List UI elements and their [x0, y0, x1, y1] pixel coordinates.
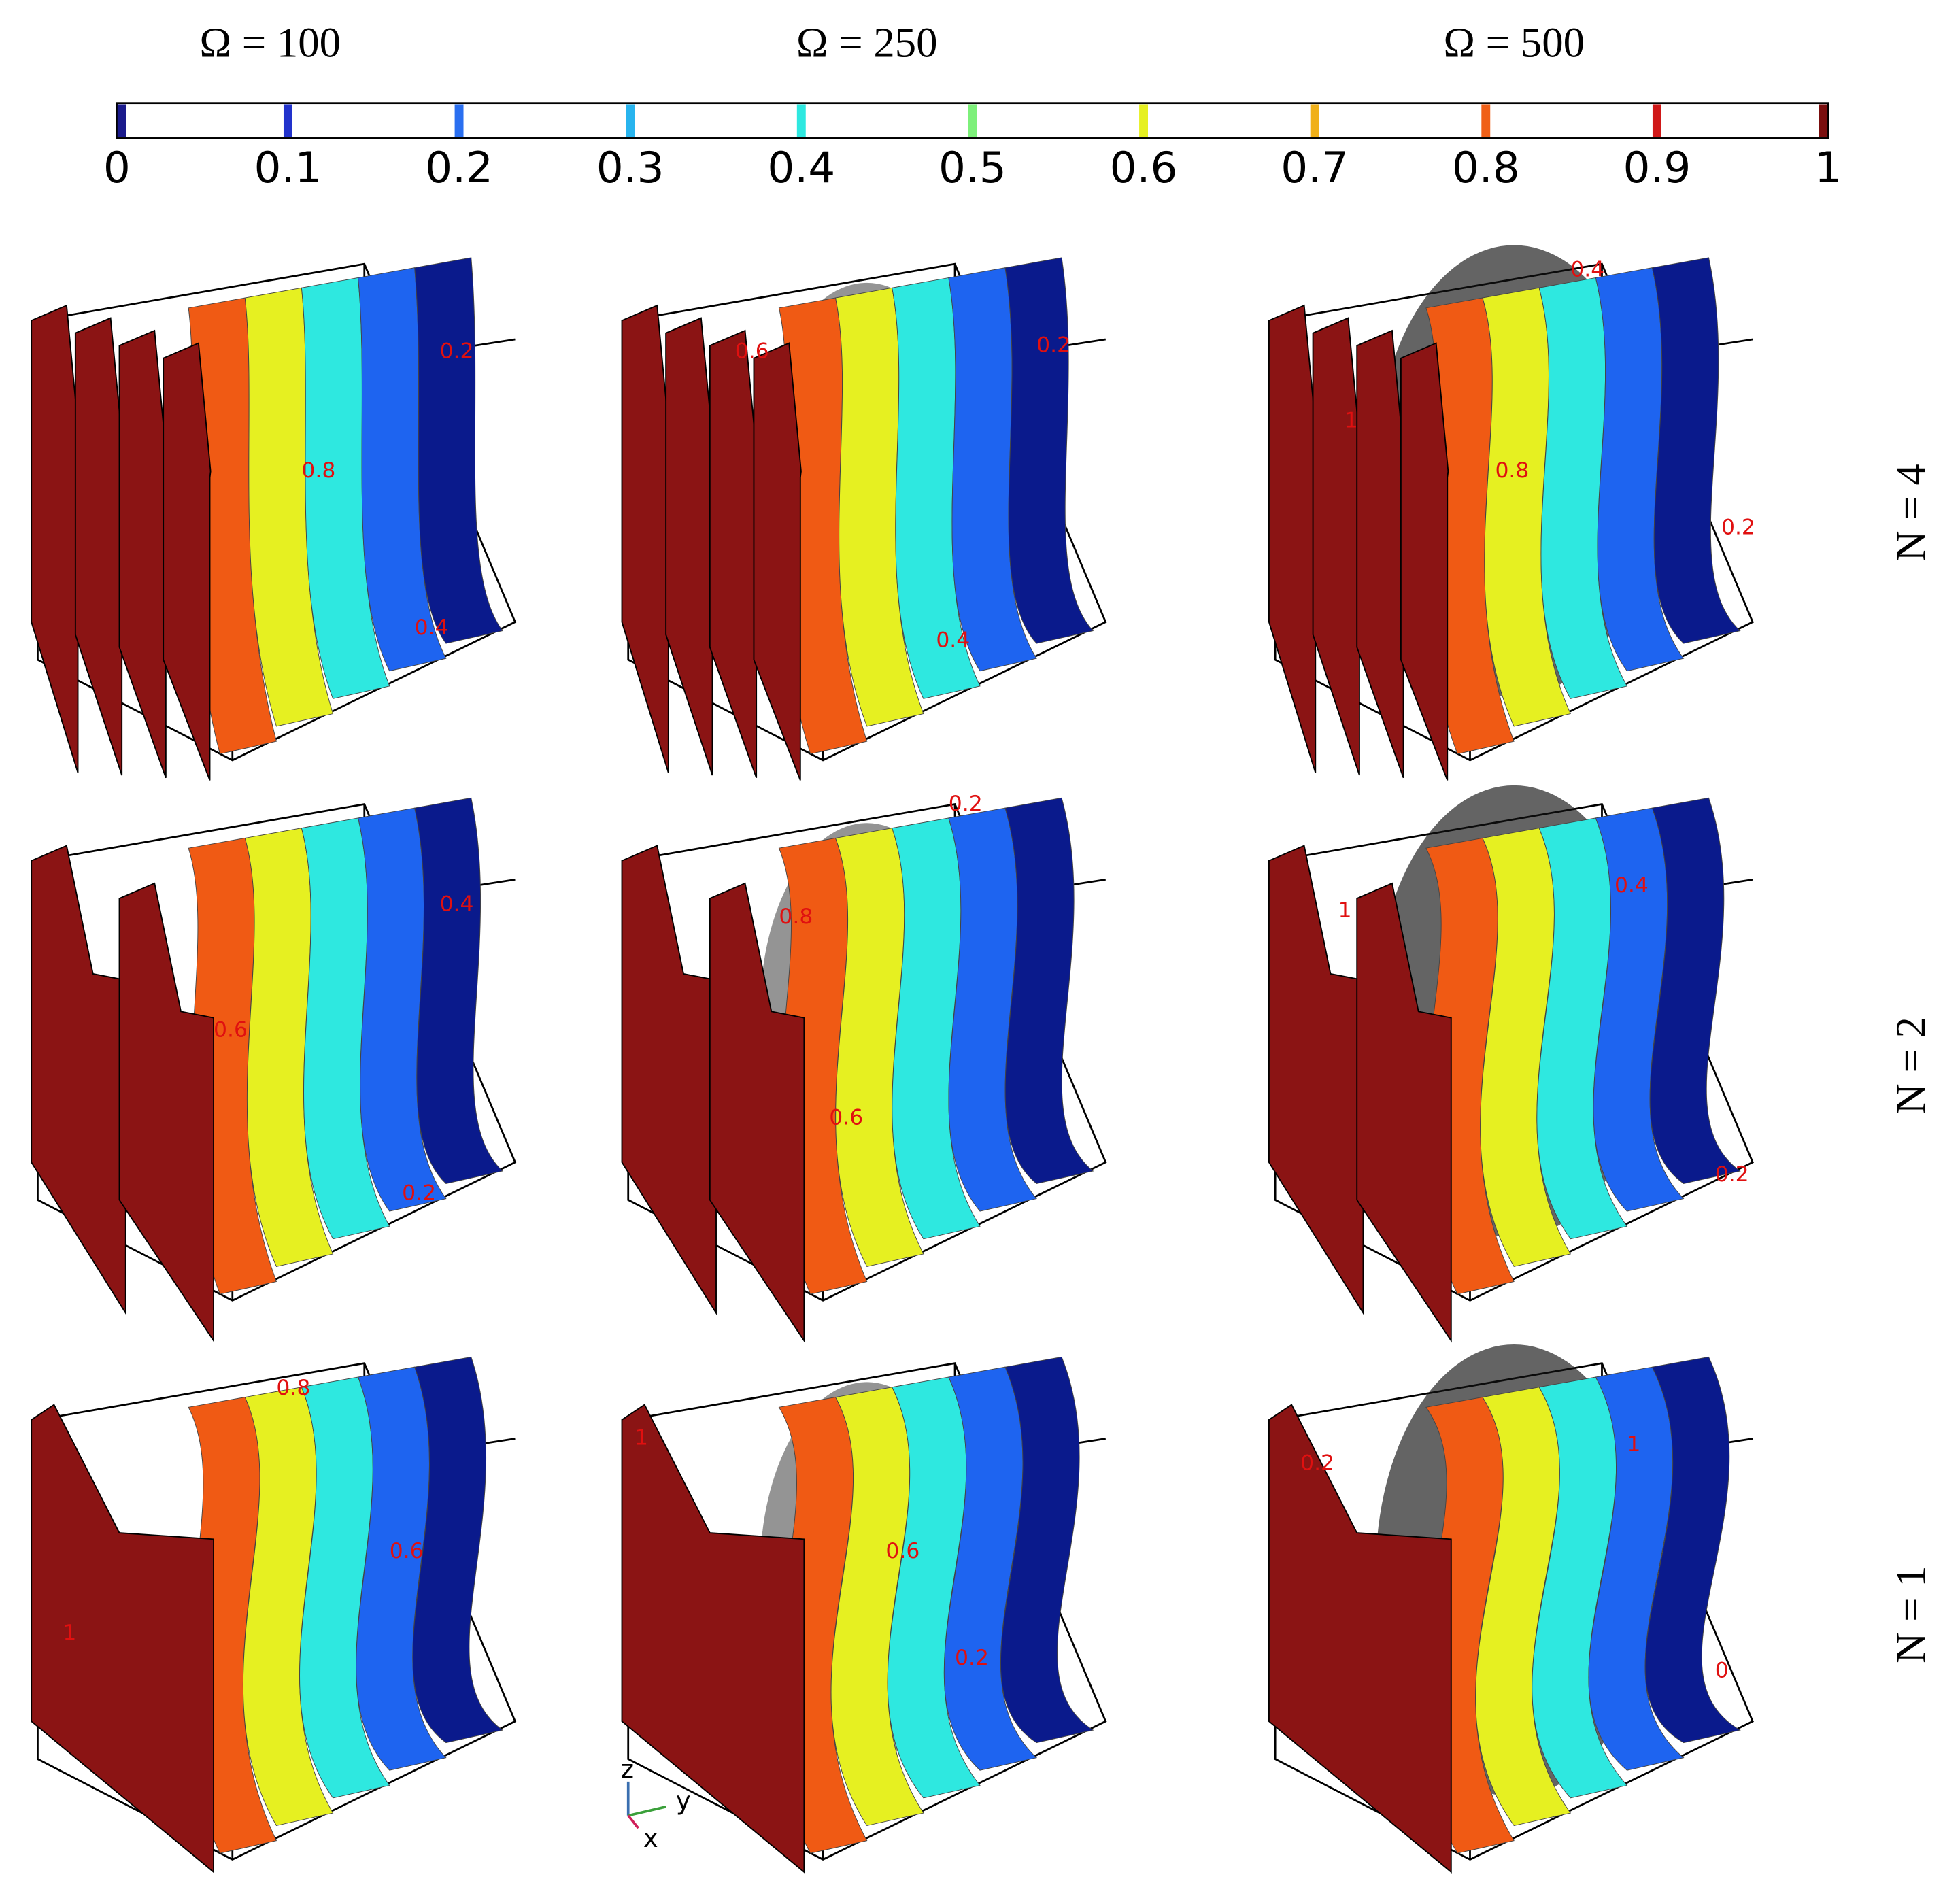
axis-label: z	[621, 1755, 634, 1784]
panel: 0.4 1 0.8 0.2	[1268, 245, 1755, 781]
axes-triad: z yx	[621, 1755, 691, 1853]
contour-label: 0.4	[415, 615, 449, 640]
iso-surface	[1004, 797, 1094, 1184]
contour-label: 0.2	[1036, 333, 1070, 357]
iso-surface	[1649, 797, 1741, 1184]
panel: 1 0.4 0.2	[1268, 785, 1754, 1343]
iso-surface	[412, 1356, 504, 1744]
column-title: Ω = 500	[1443, 18, 1585, 66]
colorbar-tick-label: 0.6	[1110, 143, 1178, 192]
fin	[31, 1404, 214, 1874]
contour-label: 0.2	[1721, 515, 1755, 539]
contour-label: 0.6	[829, 1106, 863, 1130]
panel: 0.6 0.2 0.4	[621, 257, 1107, 781]
contour-label: 1	[635, 1426, 648, 1451]
axis-x	[627, 1814, 639, 1829]
fin	[709, 882, 805, 1343]
contour-label: 0.6	[885, 1539, 919, 1563]
row-label: N = 4	[1887, 464, 1934, 562]
axis-label: x	[643, 1824, 658, 1853]
fin	[709, 329, 758, 779]
contour-label: 0.2	[1715, 1162, 1749, 1187]
colorbar-tick-label: 0.1	[254, 143, 322, 192]
colorbar-tick-label: 0.7	[1281, 143, 1349, 192]
contour-label: 0.6	[735, 339, 769, 364]
iso-surface	[414, 257, 503, 644]
contour-label: 0.2	[955, 1646, 989, 1670]
contour-label: 0.2	[949, 792, 983, 816]
contour-label: 0.4	[1615, 873, 1649, 898]
colorbar-tick-label: 0.3	[596, 143, 664, 192]
column-title: Ω = 100	[199, 18, 341, 66]
fin	[621, 304, 670, 773]
contour-label: 0.4	[936, 628, 970, 653]
row-label: N = 2	[1887, 1017, 1934, 1115]
fin	[1312, 317, 1361, 776]
contour-label: 0.8	[276, 1376, 310, 1400]
contour-label: 0.2	[1300, 1451, 1334, 1476]
contour-label: 0.4	[1570, 258, 1604, 282]
fin	[1356, 882, 1452, 1343]
fin	[31, 845, 126, 1315]
fin	[753, 342, 802, 781]
contour-label: 0	[1715, 1659, 1729, 1683]
colorbar-tick-label: 0.8	[1452, 143, 1520, 192]
fin	[1356, 329, 1405, 779]
contour-label: 0.8	[779, 904, 813, 929]
axis-y	[628, 1806, 666, 1817]
contour-label: 0.2	[440, 339, 474, 364]
fin	[1268, 304, 1317, 773]
colorbar-tick-label: 0.9	[1623, 143, 1691, 192]
contour-label: 1	[1345, 408, 1358, 433]
iso-surface	[1004, 257, 1094, 644]
panel: 0.2 0.8 0.6	[621, 792, 1107, 1343]
fin	[665, 317, 714, 776]
colorbar-tick-label: 0.5	[939, 143, 1007, 192]
iso-surface	[414, 797, 503, 1184]
fin	[31, 304, 80, 773]
iso-surface	[1644, 1356, 1741, 1744]
panel: 0.8 0.6 1	[31, 1356, 517, 1874]
fin	[1400, 342, 1449, 781]
contour-label: 0.2	[402, 1181, 436, 1205]
contour-label: 1	[63, 1621, 76, 1645]
fin	[1268, 1404, 1452, 1874]
contour-label: 0.4	[440, 892, 474, 917]
fin	[163, 342, 212, 781]
panel: 0.4 0.6 0.2	[31, 797, 517, 1343]
panel: 0.2 1 0	[1268, 1344, 1754, 1874]
contour-label: 0.6	[214, 1017, 248, 1042]
fin	[74, 317, 124, 776]
colorbar-tick-label: 0.4	[767, 143, 835, 192]
colorbar-tick-label: 1	[1814, 143, 1842, 192]
fin	[621, 845, 717, 1315]
contour-label: 0.8	[1495, 458, 1529, 483]
panel: 0.2 0.8 0.4	[31, 257, 517, 781]
contour-label: 1	[1627, 1432, 1640, 1457]
iso-surface	[1651, 257, 1741, 644]
row-label: N = 1	[1887, 1565, 1934, 1663]
column-title: Ω = 250	[796, 18, 938, 66]
panel: 1 0.6 0.2	[621, 1356, 1107, 1874]
fin	[118, 329, 167, 779]
fin	[118, 882, 214, 1343]
axis-label: y	[676, 1786, 691, 1816]
iso-surface	[1000, 1356, 1094, 1744]
colorbar-tick-label: 0	[103, 143, 131, 192]
contour-label: 1	[1338, 898, 1352, 923]
colorbar-tick-label: 0.2	[425, 143, 493, 192]
contour-label: 0.6	[390, 1539, 424, 1563]
fin	[621, 1404, 805, 1874]
contour-label: 0.8	[301, 458, 335, 483]
